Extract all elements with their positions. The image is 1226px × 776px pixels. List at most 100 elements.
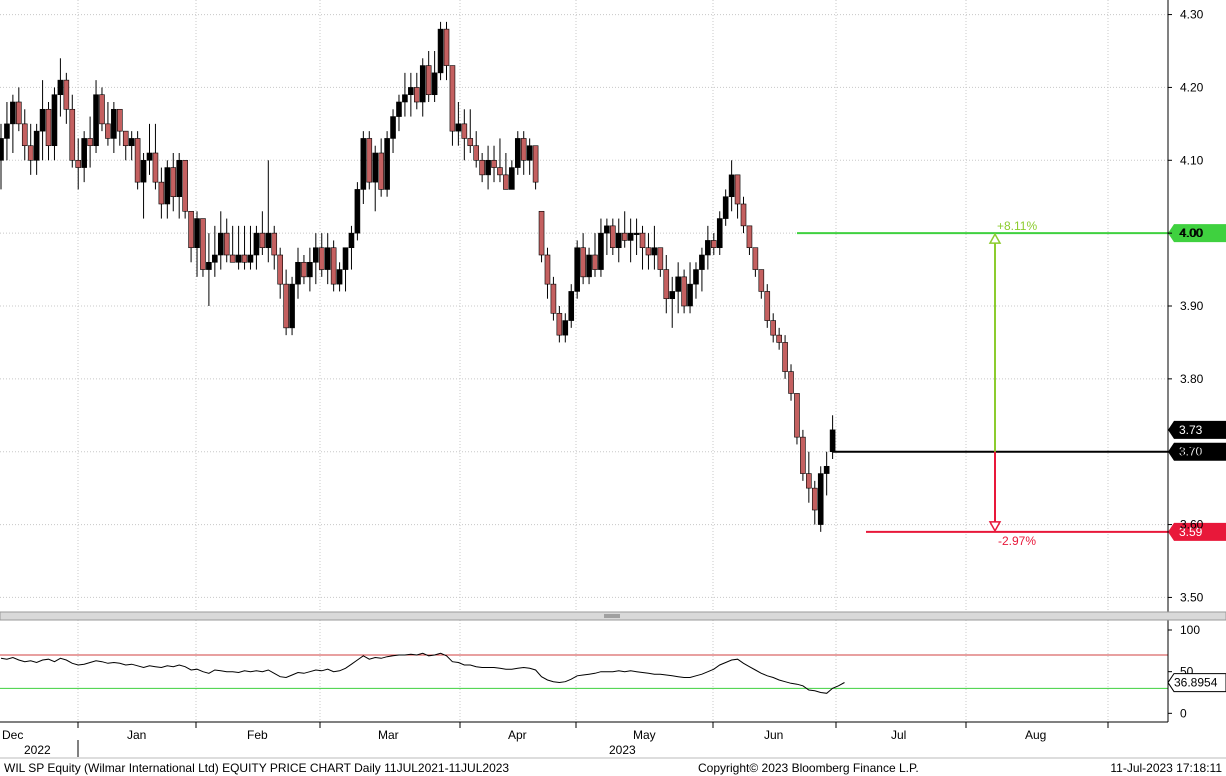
price-tick-label: 3.50: [1180, 590, 1204, 604]
candle: [366, 131, 373, 190]
price-tick-label: 4.20: [1180, 80, 1204, 94]
month-label: Apr: [508, 728, 527, 742]
candle-body: [443, 28, 450, 66]
month-label: Mar: [378, 728, 399, 742]
candle-body: [265, 232, 272, 249]
candle-body: [75, 159, 82, 168]
candle-body: [223, 232, 230, 256]
candle: [568, 284, 575, 328]
candle-body: [206, 261, 212, 270]
candle: [710, 233, 717, 255]
candle: [651, 225, 658, 270]
candle: [277, 247, 283, 299]
candle-body: [4, 123, 10, 139]
candle: [657, 247, 664, 277]
current-price-tag-bg: [1168, 442, 1226, 461]
candle-body: [176, 159, 182, 198]
candle: [479, 153, 485, 183]
candle-body: [431, 72, 438, 96]
candle: [301, 255, 307, 285]
candle-body: [271, 232, 278, 256]
up-pct-label: +8.11%: [997, 219, 1037, 233]
candle-body: [633, 232, 640, 235]
candle-body: [455, 123, 462, 132]
candle-body: [544, 254, 551, 285]
candle-body: [324, 247, 331, 270]
price-tick-label: 4.10: [1180, 153, 1204, 167]
candle-body: [817, 473, 824, 525]
month-label: Jan: [127, 728, 146, 742]
candle: [823, 451, 830, 496]
candle: [473, 131, 480, 168]
candle: [740, 196, 747, 234]
candle-body: [479, 159, 485, 176]
candle: [164, 160, 171, 219]
candle-body: [164, 167, 171, 205]
rsi-value-tag-bg: [1167, 673, 1226, 693]
panel-divider[interactable]: [0, 611, 1226, 621]
candle: [746, 225, 753, 255]
candle-body: [604, 225, 610, 234]
candle-body: [610, 225, 616, 249]
candle: [419, 58, 426, 117]
candle-body: [194, 218, 200, 249]
candle: [105, 102, 111, 146]
candle-body: [384, 138, 390, 190]
candle-body: [764, 291, 771, 321]
candle: [782, 335, 788, 379]
candle: [253, 225, 260, 270]
target-up-tag-bg: [1168, 224, 1226, 243]
candle: [580, 233, 586, 285]
candle: [633, 218, 640, 255]
candle: [140, 153, 147, 219]
candle: [532, 145, 539, 190]
candle: [693, 262, 699, 299]
candle-body: [627, 232, 634, 241]
candle-body: [538, 210, 545, 256]
month-label: Jun: [764, 728, 783, 742]
candle-body: [503, 174, 509, 190]
candle-body: [782, 342, 788, 372]
candle: [348, 225, 355, 270]
candle: [728, 160, 735, 212]
candle: [330, 240, 337, 292]
candle-body: [342, 247, 349, 270]
candle: [158, 167, 165, 219]
candle-body: [746, 225, 753, 249]
candle: [669, 276, 676, 328]
candle: [223, 218, 230, 263]
candle: [675, 262, 681, 314]
candle-body: [39, 108, 46, 132]
candle: [283, 269, 289, 336]
candle: [378, 138, 384, 197]
candle-body: [639, 232, 646, 249]
candle-body: [182, 159, 188, 212]
candle: [271, 225, 278, 270]
candle-body: [318, 247, 325, 270]
candle: [722, 189, 729, 226]
rsi-tick-label: 0: [1180, 706, 1187, 720]
price-tick-label: 3.90: [1180, 299, 1204, 313]
candle-body: [0, 138, 4, 161]
candle: [206, 233, 212, 306]
month-label: May: [633, 728, 656, 742]
candle: [562, 313, 569, 343]
candle-body: [396, 101, 402, 117]
candle: [443, 21, 450, 81]
rsi-value-tag: 36.8954: [1167, 673, 1226, 693]
candle-body: [651, 247, 658, 256]
candle: [461, 109, 468, 161]
candle-body: [51, 94, 58, 147]
candle: [402, 72, 408, 117]
candle-body: [568, 291, 575, 321]
candle: [122, 130, 129, 161]
candle-body: [301, 261, 307, 278]
candle-body: [128, 138, 135, 147]
candle: [176, 153, 182, 219]
month-label: Feb: [247, 728, 268, 742]
candle-body: [663, 269, 670, 300]
candle-body: [710, 240, 717, 249]
candle: [45, 102, 52, 161]
candle: [289, 276, 295, 336]
candle-body: [758, 269, 765, 292]
